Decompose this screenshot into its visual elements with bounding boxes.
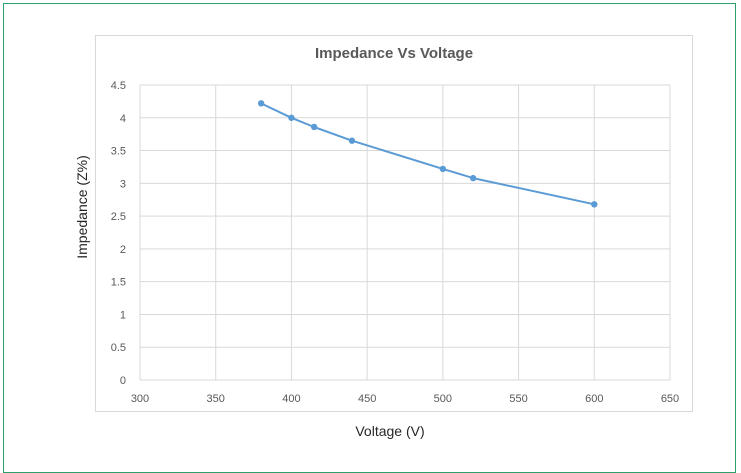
x-tick-label: 500 bbox=[434, 393, 452, 405]
gridlines bbox=[139, 84, 671, 381]
x-tick-label: 600 bbox=[585, 393, 603, 405]
x-axis-title: Voltage (V) bbox=[355, 423, 425, 439]
x-tick-labels: 300 350 400 450 500 550 600 650 bbox=[131, 393, 679, 405]
data-point bbox=[310, 123, 318, 131]
series-line bbox=[260, 102, 595, 206]
x-tick-label: 450 bbox=[358, 393, 376, 405]
y-tick-label: 0 bbox=[120, 375, 126, 387]
data-point bbox=[288, 114, 295, 121]
chart-area bbox=[95, 35, 693, 412]
data-point bbox=[591, 201, 598, 208]
x-tick-label: 400 bbox=[282, 393, 300, 405]
y-tick-label: 4 bbox=[120, 113, 126, 125]
y-tick-label: 2 bbox=[120, 244, 126, 256]
series-layer bbox=[257, 100, 598, 208]
chart-title: Impedance Vs Voltage bbox=[314, 45, 474, 62]
y-tick-label: 3.5 bbox=[111, 146, 126, 158]
data-point bbox=[257, 100, 265, 107]
x-tick-label: 300 bbox=[131, 393, 149, 405]
y-tick-labels: 0 0.5 1 1.5 2 2.5 3 3.5 4 4.5 bbox=[111, 80, 126, 387]
data-point bbox=[469, 174, 477, 182]
y-tick-label: 4.5 bbox=[111, 80, 126, 92]
x-tick-label: 550 bbox=[509, 393, 527, 405]
y-tick-label: 1 bbox=[120, 309, 126, 321]
y-tick-label: 1.5 bbox=[111, 277, 126, 289]
y-tick-label: 2.5 bbox=[111, 211, 126, 223]
x-tick-label: 650 bbox=[661, 393, 679, 405]
y-tick-label: 3 bbox=[120, 178, 126, 190]
data-point bbox=[348, 137, 356, 144]
y-tick-label: 0.5 bbox=[111, 342, 126, 354]
x-tick-label: 350 bbox=[207, 393, 225, 405]
data-point bbox=[439, 165, 447, 173]
